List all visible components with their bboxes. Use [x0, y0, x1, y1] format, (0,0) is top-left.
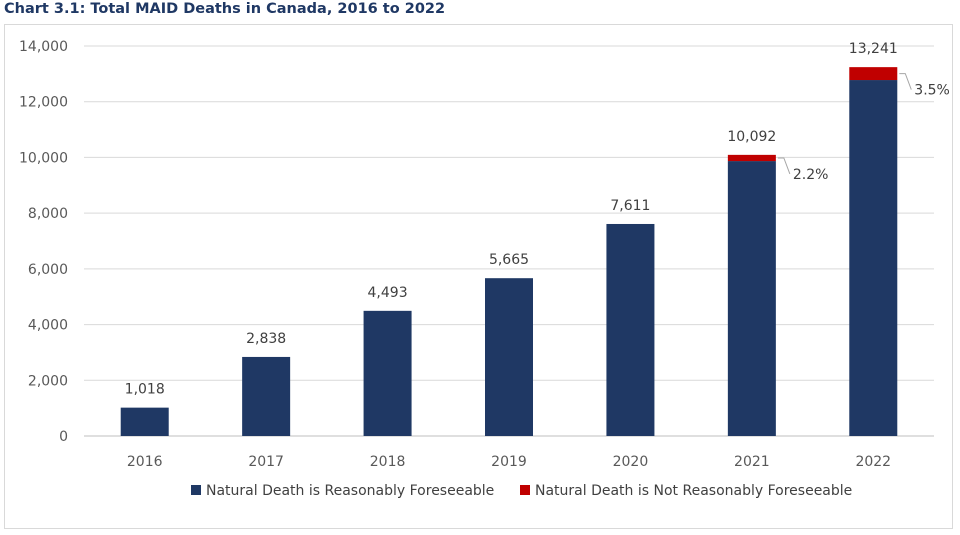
x-tick-label: 2021 — [734, 454, 770, 470]
annotation-leader-line — [777, 157, 791, 175]
x-tick-label: 2017 — [248, 454, 284, 470]
bar-total-label: 1,018 — [125, 382, 165, 398]
y-tick-label: 10,000 — [19, 150, 68, 166]
bar-foreseeable — [485, 278, 533, 436]
bar-not-foreseeable — [849, 67, 898, 81]
y-tick-label: 6,000 — [28, 262, 68, 278]
y-tick-label: 12,000 — [19, 95, 68, 111]
percent-annotation: 3.5% — [914, 83, 950, 99]
bar-foreseeable — [849, 80, 898, 436]
bar-foreseeable — [606, 223, 655, 436]
bar-foreseeable — [727, 161, 776, 436]
x-tick-label: 2020 — [613, 454, 649, 470]
bar-total-label: 5,665 — [489, 252, 529, 268]
y-tick-label: 4,000 — [28, 318, 68, 334]
bar-total-label: 10,092 — [727, 129, 776, 145]
x-tick-label: 2018 — [370, 454, 406, 470]
y-tick-label: 2,000 — [28, 373, 68, 389]
legend-item-not-foreseeable: Natural Death is Not Reasonably Foreseea… — [535, 483, 852, 499]
percent-annotation: 2.2% — [793, 167, 829, 183]
legend-item-foreseeable: Natural Death is Reasonably Foreseeable — [206, 483, 494, 499]
annotation-leader-line — [899, 73, 912, 90]
bar-foreseeable — [363, 310, 412, 436]
x-tick-label: 2022 — [855, 454, 891, 470]
y-tick-label: 14,000 — [19, 39, 68, 55]
bar-total-label: 13,241 — [849, 41, 898, 57]
chart-frame — [4, 24, 953, 529]
bar-total-label: 7,611 — [610, 198, 650, 214]
bar-foreseeable — [242, 356, 291, 436]
y-tick-label: 0 — [59, 429, 68, 445]
chart-title: Chart 3.1: Total MAID Deaths in Canada, … — [4, 1, 446, 17]
legend-swatch — [520, 485, 530, 495]
legend-swatch — [191, 485, 201, 495]
bar-total-label: 4,493 — [368, 285, 408, 301]
x-tick-label: 2016 — [127, 454, 163, 470]
x-tick-label: 2019 — [491, 454, 527, 470]
y-tick-label: 8,000 — [28, 206, 68, 222]
bar-total-label: 2,838 — [246, 331, 286, 347]
bar-foreseeable — [120, 407, 169, 436]
bar-not-foreseeable — [727, 154, 776, 162]
